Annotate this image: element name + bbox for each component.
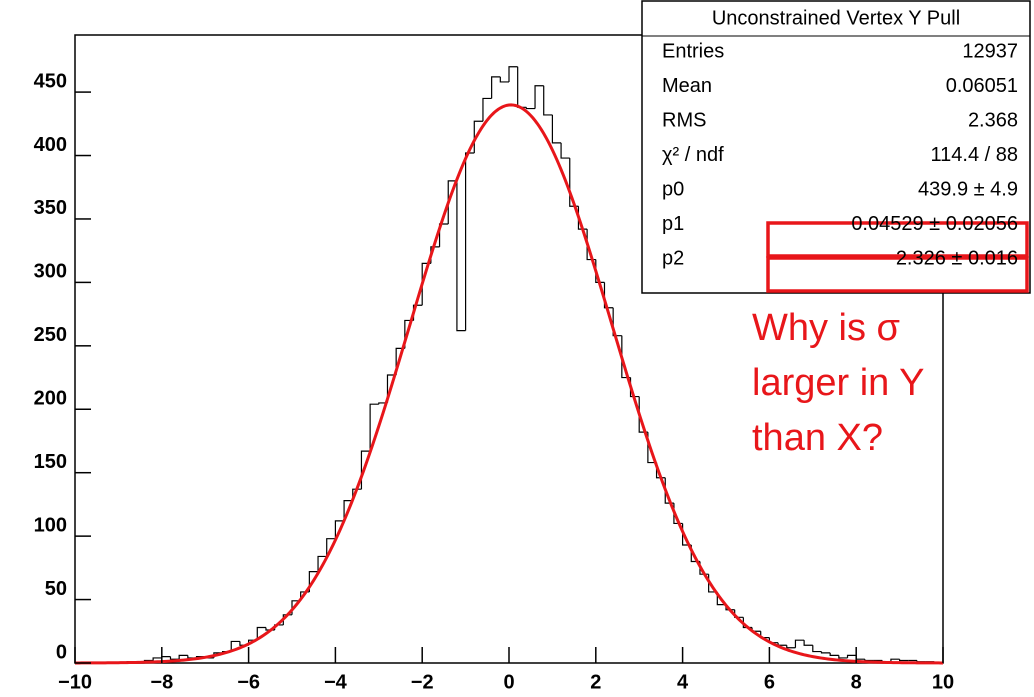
y-tick-label: 100 (34, 514, 67, 536)
highlight-box (766, 221, 1029, 258)
histogram-bin (161, 656, 171, 658)
histogram-bin (456, 180, 466, 332)
annotation: than X? (752, 417, 883, 459)
stats-label: Mean (662, 75, 712, 97)
histogram-bin (317, 555, 327, 572)
histogram-bin (508, 66, 518, 82)
histogram-bin (386, 374, 397, 403)
histogram-bin (890, 658, 900, 662)
histogram-bin (447, 180, 457, 225)
histogram-bin (334, 520, 345, 539)
histogram-bin (899, 659, 909, 662)
x-tick-label: −10 (58, 671, 92, 693)
histogram-bin (230, 640, 240, 652)
annotation: Why is σ (752, 307, 900, 349)
stats-value: 439.9 ± 4.9 (918, 178, 1018, 200)
y-tick-label: 400 (34, 134, 67, 156)
histogram-bin (169, 656, 180, 660)
histogram-bin (378, 402, 388, 405)
histogram-bin (829, 652, 839, 656)
histogram-bin (612, 307, 622, 337)
histogram-bin (543, 85, 553, 116)
stats-value: 114.4 / 88 (931, 144, 1018, 166)
x-tick-label: 10 (932, 671, 954, 693)
stats-box (641, 0, 1031, 294)
y-tick-label: 450 (34, 70, 67, 92)
histogram-bin (603, 282, 614, 309)
y-tick-label: 50 (45, 578, 67, 600)
stats-value: 12937 (962, 40, 1018, 62)
histogram-bin (465, 152, 475, 331)
x-tick-label: 8 (851, 671, 862, 693)
fit-curve (75, 103, 943, 665)
stats-label: χ² / ndf (662, 144, 724, 166)
histogram-bin (777, 642, 787, 646)
histogram-bin (517, 66, 527, 108)
histogram-bin (803, 640, 813, 646)
highlight-box (766, 256, 1029, 293)
histogram-bin (812, 645, 822, 653)
histogram-bin (846, 654, 857, 658)
stats-label: p0 (662, 178, 684, 200)
histogram-bin (560, 142, 570, 159)
y-tick-label: 150 (34, 451, 67, 473)
x-tick-label: 4 (677, 671, 689, 693)
x-tick-label: −6 (237, 671, 260, 693)
histogram-bin (343, 500, 353, 521)
histogram-bin (525, 107, 536, 110)
histogram-bin (838, 655, 848, 659)
x-tick-label: −2 (411, 671, 434, 693)
stats-label: Entries (662, 40, 724, 62)
x-tick-label: 2 (590, 671, 601, 693)
y-tick-label: 0 (56, 641, 67, 663)
stats-label: p2 (662, 247, 684, 269)
histogram-bin (369, 403, 379, 452)
stats-value: 0.04529 ± 0.02056 (851, 213, 1018, 235)
histogram-bin (794, 639, 805, 648)
histogram-bin (864, 659, 874, 662)
y-tick-label: 300 (34, 261, 67, 283)
histogram-bin (786, 645, 796, 649)
stats-value: 0.06051 (946, 75, 1018, 97)
annotation: larger in Y (752, 362, 925, 404)
x-tick-label: 0 (503, 671, 514, 693)
x-tick-label: 6 (764, 671, 775, 693)
histogram-bin (499, 76, 509, 83)
y-tick-label: 250 (34, 324, 67, 346)
stats-label: RMS (662, 109, 706, 131)
histogram-bin (734, 609, 744, 618)
y-tick-label: 350 (34, 197, 67, 219)
histogram-bin (482, 97, 492, 122)
histogram-bin (855, 655, 865, 660)
histogram-bin (820, 651, 831, 654)
x-tick-label: −4 (324, 671, 348, 693)
histogram-bin (256, 626, 266, 641)
y-tick-label: 200 (34, 388, 67, 410)
histogram-bin (326, 538, 336, 557)
histogram-bin (534, 85, 544, 109)
histogram-bin (491, 76, 501, 99)
plot-area (75, 66, 943, 665)
histogram-bin (551, 114, 562, 144)
stats-label: p1 (662, 213, 684, 235)
stats-value: 2.368 (968, 109, 1018, 131)
stats-value: 2.326 ± 0.016 (896, 247, 1018, 269)
histogram-bin (152, 657, 162, 661)
stats-title: Unconstrained Vertex Y Pull (712, 7, 960, 29)
x-tick-label: −8 (150, 671, 173, 693)
histogram-bin (178, 654, 188, 660)
